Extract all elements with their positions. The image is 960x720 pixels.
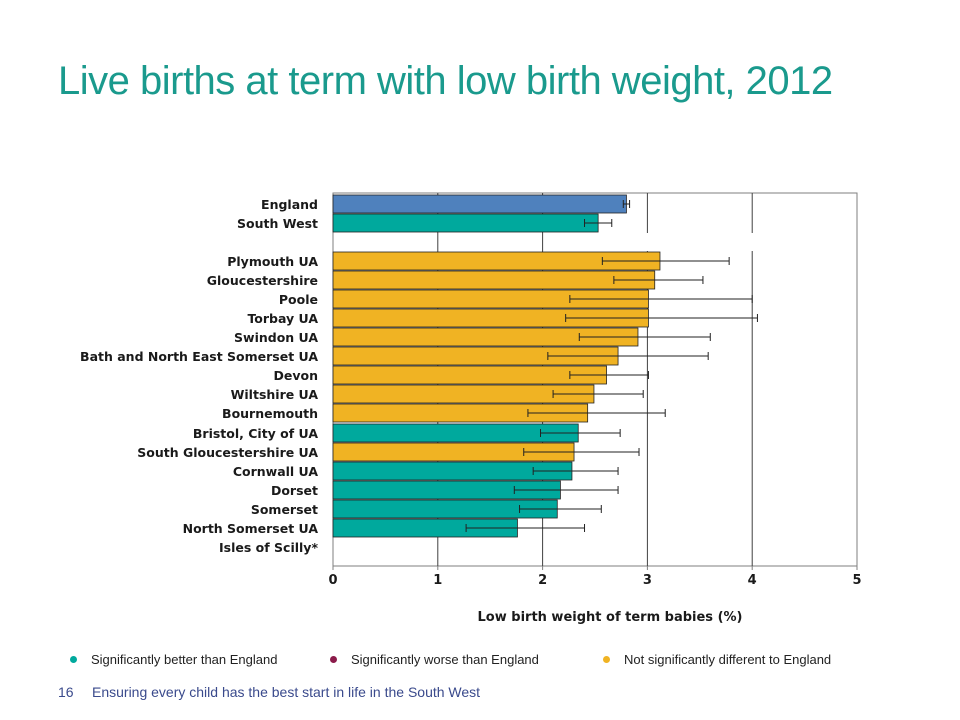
x-tick-label: 1 [433, 573, 442, 588]
x-tick-label: 0 [328, 573, 337, 588]
bar [332, 213, 599, 233]
category-label: Bristol, City of UA [193, 426, 318, 441]
footer-text: Ensuring every child has the best start … [92, 684, 481, 700]
category-label: Isles of Scilly* [219, 540, 318, 555]
category-label: Cornwall UA [233, 464, 318, 479]
legend-dot-better [70, 656, 77, 664]
x-axis-label: Low birth weight of term babies (%) [478, 610, 743, 625]
category-label: Torbay UA [247, 311, 318, 326]
legend-item-not-significant: Not significantly different to England [603, 652, 831, 667]
category-label: Poole [279, 292, 318, 307]
category-label: Plymouth UA [227, 254, 318, 269]
bar [332, 365, 607, 385]
legend-label-not-significant: Not significantly different to England [624, 652, 832, 667]
legend-label-worse: Significantly worse than England [351, 652, 539, 667]
footer: 16 Ensuring every child has the best star… [58, 684, 480, 700]
bar [332, 194, 627, 214]
category-label: Gloucestershire [207, 273, 318, 288]
legend-label-better: Significantly better than England [91, 652, 278, 667]
legend-item-better: Significantly better than England [70, 652, 277, 667]
category-label: Bath and North East Somerset UA [80, 349, 318, 364]
category-label: Dorset [271, 483, 318, 498]
category-label: Bournemouth [222, 406, 318, 421]
bar-chart: England South West Plymouth UA Gloucestersh… [80, 192, 862, 625]
x-tick-label: 5 [852, 573, 861, 588]
legend: Significantly better than England Signif… [70, 652, 930, 670]
legend-item-worse: Significantly worse than England [330, 652, 539, 667]
legend-dot-worse [330, 656, 337, 664]
category-label: South West [237, 216, 318, 231]
x-tick-label: 3 [643, 573, 652, 588]
category-label: South Gloucestershire UA [137, 445, 318, 460]
group-gap [334, 233, 856, 251]
category-label: England [261, 197, 318, 212]
category-label: Somerset [251, 502, 318, 517]
page-number: 16 [58, 684, 74, 700]
category-label: Swindon UA [234, 330, 318, 345]
category-label: Devon [274, 368, 319, 383]
bar [332, 270, 656, 290]
category-label: Wiltshire UA [231, 387, 319, 402]
x-tick-label: 4 [748, 573, 757, 588]
x-tick-label: 2 [538, 573, 547, 588]
legend-dot-not-significant [603, 656, 610, 664]
page-title: Live births at term with low birth weigh… [58, 59, 833, 103]
category-label: North Somerset UA [183, 521, 319, 536]
